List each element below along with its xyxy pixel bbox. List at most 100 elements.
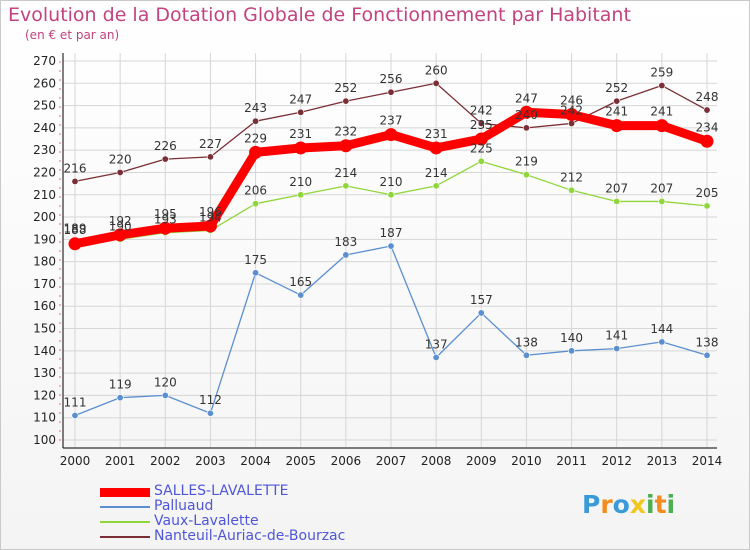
- data-label: 189: [64, 222, 87, 236]
- x-tick-label: 2012: [601, 454, 632, 468]
- data-label: 207: [650, 181, 673, 195]
- x-tick-label: 2011: [556, 454, 587, 468]
- y-tick-label: 200: [33, 210, 56, 224]
- chart-title: Evolution de la Dotation Globale de Fonc…: [8, 4, 631, 26]
- data-point: [203, 219, 217, 233]
- legend-label: Nanteuil-Auriac-de-Bourzac: [154, 528, 346, 544]
- data-label: 241: [605, 105, 628, 119]
- data-point: [68, 237, 82, 251]
- data-label: 188: [64, 223, 87, 237]
- data-point: [568, 186, 576, 194]
- data-point: [658, 197, 666, 205]
- data-point: [342, 182, 350, 190]
- data-label: 216: [64, 161, 87, 175]
- data-label: 157: [470, 293, 493, 307]
- y-tick-label: 220: [33, 165, 56, 179]
- data-label: 187: [380, 226, 403, 240]
- y-tick-label: 120: [33, 388, 56, 402]
- data-point: [206, 153, 214, 161]
- data-label: 226: [154, 139, 177, 153]
- legend-swatch: [100, 536, 150, 538]
- data-point: [71, 177, 79, 185]
- y-tick-label: 180: [33, 255, 56, 269]
- y-tick-label: 240: [33, 121, 56, 135]
- data-label: 219: [515, 155, 538, 169]
- y-tick-label: 150: [33, 322, 56, 336]
- data-label: 229: [244, 131, 267, 145]
- data-label: 214: [425, 166, 448, 180]
- data-point: [613, 197, 621, 205]
- data-label: 210: [289, 175, 312, 189]
- data-label: 241: [650, 105, 673, 119]
- data-point: [116, 168, 124, 176]
- y-tick-label: 160: [33, 299, 56, 313]
- tick-labels: 100 110 120 130 140 150 160 170 180 190 200 210 220 2…: [33, 54, 722, 468]
- y-tick-label: 250: [33, 99, 56, 113]
- legend-swatch: [100, 506, 150, 508]
- data-label: 138: [515, 335, 538, 349]
- data-point: [474, 132, 488, 146]
- data-point: [161, 155, 169, 163]
- data-label: 231: [289, 127, 312, 141]
- data-label: 119: [109, 378, 132, 392]
- data-label: 112: [199, 393, 222, 407]
- data-point: [658, 82, 666, 90]
- data-label: 111: [64, 395, 87, 409]
- chart-subtitle: (en € et par an): [25, 28, 120, 42]
- data-point: [477, 157, 485, 165]
- data-point: [522, 351, 530, 359]
- legend-label: SALLES-LAVALETTE: [154, 483, 289, 499]
- x-tick-label: 2009: [466, 454, 497, 468]
- data-label: 214: [334, 166, 357, 180]
- y-tick-label: 130: [33, 366, 56, 380]
- data-label: 165: [289, 275, 312, 289]
- data-label: 137: [425, 338, 448, 352]
- x-tick-label: 2001: [105, 454, 136, 468]
- data-point: [297, 108, 305, 116]
- data-label: 194: [199, 210, 222, 224]
- data-point: [71, 411, 79, 419]
- data-point: [655, 119, 669, 133]
- legend-label: Palluaud: [154, 498, 214, 514]
- data-label: 235: [470, 118, 493, 132]
- data-point: [387, 191, 395, 199]
- data-label: 259: [650, 66, 673, 80]
- data-point: [610, 119, 624, 133]
- x-tick-label: 2002: [150, 454, 181, 468]
- logo-letter: r: [600, 490, 613, 519]
- data-label: 256: [380, 72, 403, 86]
- data-label: 210: [380, 175, 403, 189]
- proxiti-logo: Proxiti: [582, 490, 675, 519]
- data-points: [68, 79, 714, 419]
- data-point: [342, 251, 350, 259]
- data-label: 190: [109, 219, 132, 233]
- data-point: [432, 354, 440, 362]
- data-point: [384, 128, 398, 142]
- data-label: 242: [470, 103, 493, 117]
- x-tick-label: 2010: [511, 454, 542, 468]
- data-point: [658, 338, 666, 346]
- data-point: [252, 117, 260, 125]
- data-point: [613, 345, 621, 353]
- data-label: 175: [244, 253, 267, 267]
- y-tick-label: 140: [33, 344, 56, 358]
- data-label: 248: [696, 90, 719, 104]
- data-point: [703, 351, 711, 359]
- data-label: 140: [560, 331, 583, 345]
- data-label: 207: [605, 181, 628, 195]
- data-label: 138: [696, 335, 719, 349]
- data-label: 232: [334, 125, 357, 139]
- data-label: 234: [696, 120, 719, 134]
- data-point: [568, 119, 576, 127]
- data-point: [522, 124, 530, 132]
- axes: [59, 53, 717, 449]
- x-tick-label: 2007: [376, 454, 407, 468]
- data-label: 247: [515, 91, 538, 105]
- data-label: 205: [696, 186, 719, 200]
- data-label: 225: [470, 141, 493, 155]
- data-point: [206, 409, 214, 417]
- data-point: [432, 79, 440, 87]
- legend-swatch: [100, 521, 150, 523]
- data-point: [158, 221, 172, 235]
- data-label: 243: [244, 101, 267, 115]
